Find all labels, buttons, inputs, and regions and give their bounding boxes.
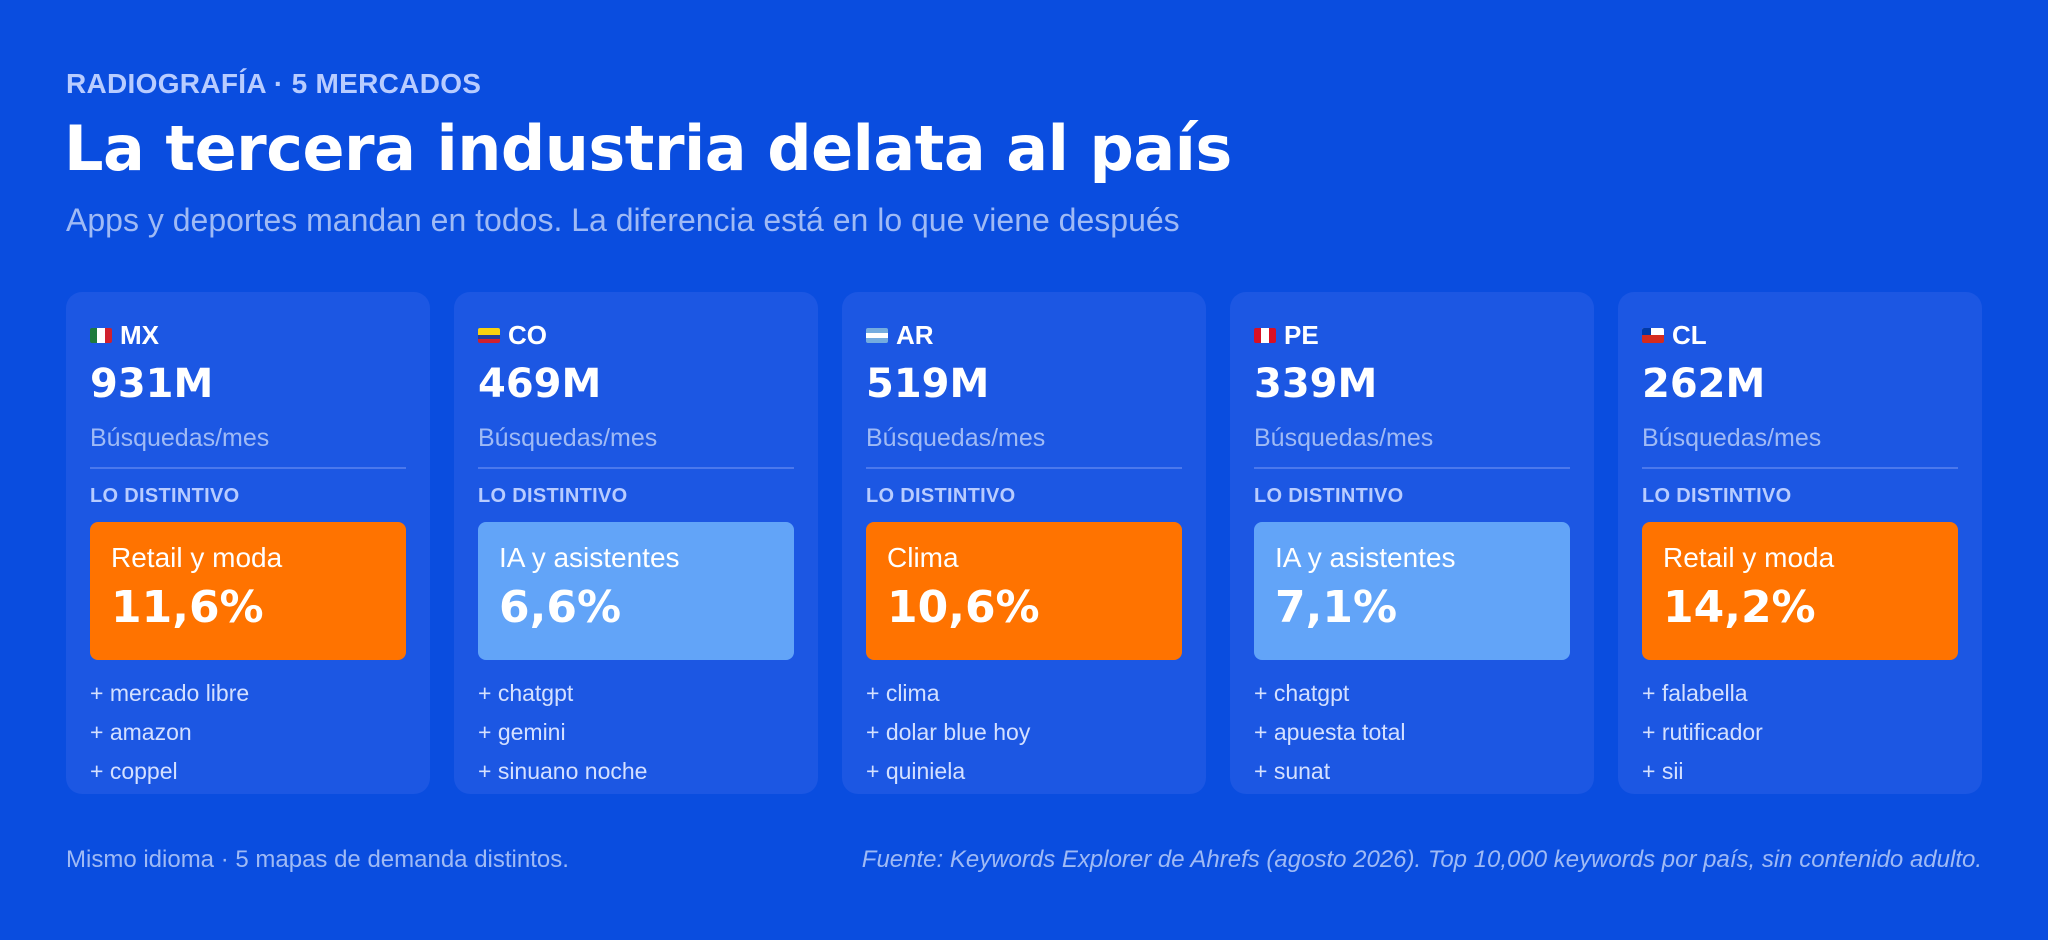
metric-label: Búsquedas/mes	[90, 424, 270, 452]
keyword-item: + amazon	[90, 719, 192, 745]
metric-label: Búsquedas/mes	[478, 424, 658, 452]
keyword-item: + falabella	[1642, 680, 1748, 706]
market-card-co: CO 469M Búsquedas/mes LO DISTINTIVO IA y…	[454, 292, 818, 794]
page-title: La tercera industria delata al país	[64, 112, 1232, 185]
country-header: CO	[478, 318, 794, 352]
category-share: 6,6%	[499, 582, 622, 633]
keyword-item: + coppel	[90, 758, 178, 784]
country-header: MX	[90, 318, 406, 352]
country-header: PE	[1254, 318, 1570, 352]
category-name: IA y asistentes	[1275, 542, 1456, 573]
keyword-list: + chatgpt + gemini + sinuano noche	[478, 674, 794, 791]
category-name: Retail y moda	[111, 542, 283, 573]
category-name: IA y asistentes	[499, 542, 680, 573]
keyword-item: + chatgpt	[478, 680, 574, 706]
colombia-flag-icon	[478, 327, 500, 343]
footer-note: Mismo idioma · 5 mapas de demanda distin…	[66, 846, 569, 873]
metric-label: Búsquedas/mes	[1642, 424, 1822, 452]
distinct-category-box: IA y asistentes 7,1%	[1254, 522, 1570, 660]
country-code: CO	[508, 319, 547, 350]
argentina-flag-icon	[866, 327, 888, 343]
keyword-item: + apuesta total	[1254, 719, 1406, 745]
country-code: MX	[120, 319, 159, 350]
distinct-category-box: Retail y moda 14,2%	[1642, 522, 1958, 660]
distinct-label: LO DISTINTIVO	[90, 485, 240, 507]
peru-flag-icon	[1254, 327, 1276, 343]
keyword-item: + chatgpt	[1254, 680, 1350, 706]
divider	[478, 467, 794, 469]
keyword-item: + gemini	[478, 719, 566, 745]
search-volume: 519M	[866, 361, 990, 407]
category-share: 11,6%	[111, 582, 264, 633]
metric-label: Búsquedas/mes	[1254, 424, 1434, 452]
market-card-pe: PE 339M Búsquedas/mes LO DISTINTIVO IA y…	[1230, 292, 1594, 794]
keyword-list: + falabella + rutificador + sii	[1642, 674, 1958, 791]
distinct-label: LO DISTINTIVO	[866, 485, 1016, 507]
country-header: AR	[866, 318, 1182, 352]
distinct-label: LO DISTINTIVO	[1642, 485, 1792, 507]
page-subtitle: Apps y deportes mandan en todos. La dife…	[66, 202, 1180, 238]
divider	[1642, 467, 1958, 469]
keyword-item: + quiniela	[866, 758, 966, 784]
keyword-list: + chatgpt + apuesta total + sunat	[1254, 674, 1570, 791]
category-name: Clima	[887, 542, 959, 573]
keyword-item: + sii	[1642, 758, 1684, 784]
market-card-cl: CL 262M Búsquedas/mes LO DISTINTIVO Reta…	[1618, 292, 1982, 794]
country-header: CL	[1642, 318, 1958, 352]
keyword-item: + clima	[866, 680, 940, 706]
keyword-item: + dolar blue hoy	[866, 719, 1031, 745]
chile-flag-icon	[1642, 327, 1664, 343]
divider	[90, 467, 406, 469]
distinct-category-box: Retail y moda 11,6%	[90, 522, 406, 660]
distinct-category-box: IA y asistentes 6,6%	[478, 522, 794, 660]
keyword-item: + mercado libre	[90, 680, 250, 706]
distinct-category-box: Clima 10,6%	[866, 522, 1182, 660]
eyebrow: RADIOGRAFÍA · 5 MERCADOS	[66, 68, 482, 99]
keyword-list: + clima + dolar blue hoy + quiniela	[866, 674, 1182, 791]
country-code: AR	[896, 319, 934, 350]
country-code: CL	[1672, 319, 1707, 350]
keyword-item: + rutificador	[1642, 719, 1763, 745]
source-note: Fuente: Keywords Explorer de Ahrefs (ago…	[861, 846, 1982, 873]
keyword-item: + sinuano noche	[478, 758, 648, 784]
mexico-flag-icon	[90, 327, 112, 343]
distinct-label: LO DISTINTIVO	[478, 485, 628, 507]
keyword-item: + sunat	[1254, 758, 1331, 784]
market-cards: MX 931M Búsquedas/mes LO DISTINTIVO Reta…	[66, 292, 1982, 794]
country-code: PE	[1284, 319, 1319, 350]
search-volume: 262M	[1642, 361, 1766, 407]
search-volume: 931M	[90, 361, 214, 407]
keyword-list: + mercado libre + amazon + coppel	[90, 674, 406, 791]
market-card-mx: MX 931M Búsquedas/mes LO DISTINTIVO Reta…	[66, 292, 430, 794]
category-name: Retail y moda	[1663, 542, 1835, 573]
category-share: 7,1%	[1275, 582, 1398, 633]
divider	[866, 467, 1182, 469]
divider	[1254, 467, 1570, 469]
distinct-label: LO DISTINTIVO	[1254, 485, 1404, 507]
market-card-ar: AR 519M Búsquedas/mes LO DISTINTIVO Clim…	[842, 292, 1206, 794]
category-share: 10,6%	[887, 582, 1040, 633]
search-volume: 469M	[478, 361, 602, 407]
metric-label: Búsquedas/mes	[866, 424, 1046, 452]
search-volume: 339M	[1254, 361, 1378, 407]
category-share: 14,2%	[1663, 582, 1816, 633]
